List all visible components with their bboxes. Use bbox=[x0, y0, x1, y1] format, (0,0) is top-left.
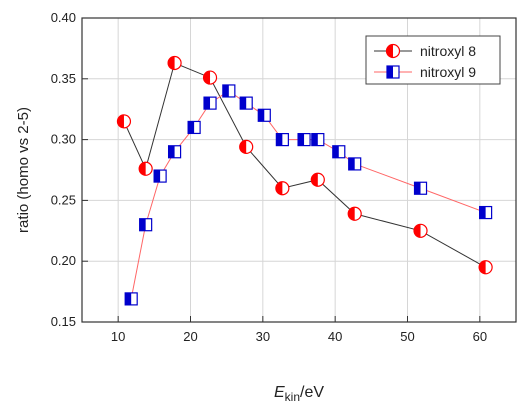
y-tick-label: 0.35 bbox=[51, 71, 76, 86]
data-point bbox=[239, 96, 253, 110]
data-point bbox=[222, 84, 236, 98]
legend-marker bbox=[385, 43, 401, 59]
data-point bbox=[479, 205, 493, 220]
data-point bbox=[275, 133, 289, 147]
data-point bbox=[116, 114, 132, 129]
series-1 bbox=[116, 55, 493, 275]
x-tick-label: 10 bbox=[111, 329, 125, 344]
data-point bbox=[413, 223, 428, 238]
y-tick-label: 0.40 bbox=[51, 10, 76, 25]
x-axis-title: Ekin/eV bbox=[274, 384, 324, 404]
legend-label: nitroxyl 8 bbox=[420, 43, 476, 59]
data-point bbox=[413, 181, 428, 195]
data-point bbox=[348, 157, 362, 171]
data-point bbox=[167, 145, 182, 159]
legend-entry: nitroxyl 9 bbox=[374, 64, 476, 80]
data-point bbox=[203, 96, 217, 110]
data-point bbox=[310, 172, 325, 187]
data-point bbox=[153, 169, 167, 183]
data-point bbox=[167, 55, 182, 71]
data-point bbox=[332, 145, 346, 159]
series-2 bbox=[124, 84, 493, 306]
x-tick-label: 50 bbox=[400, 329, 414, 344]
data-point bbox=[239, 139, 254, 154]
data-point bbox=[124, 292, 138, 306]
axis-ticks: 10 20 30 40 50 60 0.15 0.20 0.25 0.30 0.35 0.40 bbox=[51, 10, 487, 344]
x-axis-title-unit: /eV bbox=[300, 384, 324, 401]
series-line bbox=[123, 62, 486, 268]
x-tick-label: 60 bbox=[473, 329, 487, 344]
x-tick-label: 20 bbox=[183, 329, 197, 344]
data-point bbox=[187, 120, 201, 135]
x-tick-label: 40 bbox=[328, 329, 342, 344]
data-point bbox=[275, 181, 290, 196]
y-tick-label: 0.20 bbox=[51, 253, 76, 268]
plot-frame bbox=[81, 17, 517, 323]
y-tick-label: 0.15 bbox=[51, 314, 76, 329]
y-tick-label: 0.30 bbox=[51, 132, 76, 147]
legend: nitroxyl 8 nitroxyl 9 bbox=[365, 35, 501, 85]
data-point bbox=[257, 108, 271, 122]
y-tick-label: 0.25 bbox=[51, 192, 76, 207]
series-line bbox=[130, 90, 486, 299]
x-axis-title-subscript: kin bbox=[285, 390, 300, 404]
series-layer bbox=[116, 55, 493, 306]
data-point bbox=[311, 133, 325, 147]
data-point bbox=[297, 133, 311, 147]
data-point bbox=[478, 260, 493, 275]
legend-marker bbox=[386, 65, 400, 79]
data-point bbox=[202, 70, 218, 85]
y-axis-title: ratio (homo vs 2-5) bbox=[15, 107, 32, 233]
x-axis-title-main: E bbox=[274, 384, 285, 401]
data-point bbox=[138, 161, 153, 176]
data-point bbox=[347, 206, 362, 221]
data-point bbox=[139, 218, 153, 232]
legend-label: nitroxyl 9 bbox=[420, 64, 476, 80]
legend-entry: nitroxyl 8 bbox=[374, 43, 476, 59]
x-tick-label: 30 bbox=[256, 329, 270, 344]
